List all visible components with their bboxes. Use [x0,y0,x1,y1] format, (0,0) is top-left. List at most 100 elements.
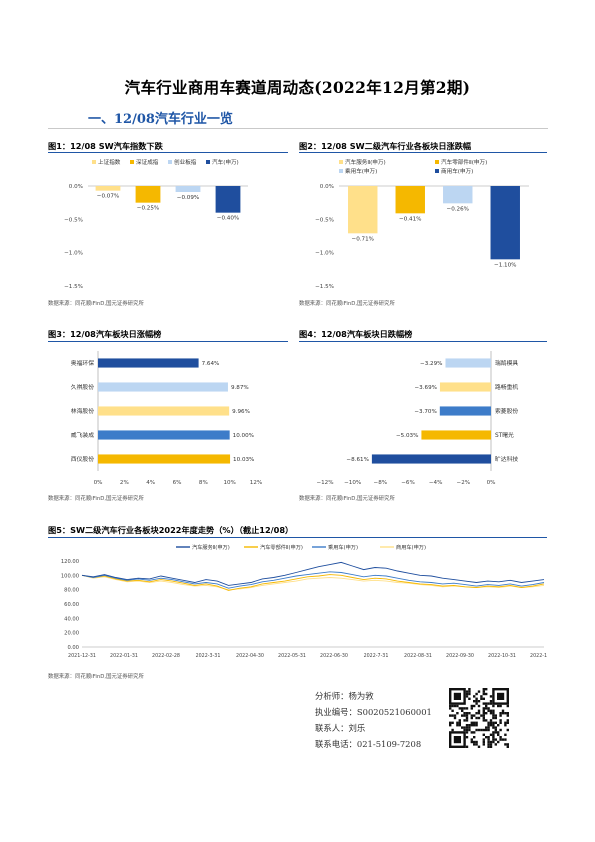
figure-1-title: 图1：12/08 SW汽车指数下跌 [48,141,163,151]
qr-module [487,724,490,727]
qr-module [485,688,488,691]
qr-module [494,716,497,720]
qr-module [456,704,459,708]
qr-module [468,690,471,693]
qr-module [487,745,490,748]
analyst-name: 分析师：杨为敩 [315,691,374,701]
qr-module [492,716,495,720]
y-tick-label: 40.00 [64,616,79,622]
qr-code-image[interactable] [449,688,509,748]
section-heading: 一、12/08汽车行业一览 [88,112,233,127]
x-tick-label: −6% [401,480,415,486]
qr-module [465,731,469,734]
qr-module [487,721,490,724]
qr-module [482,707,485,710]
qr-module [485,707,488,710]
qr-module [506,745,509,748]
qr-module [497,731,500,734]
figure-5-source: 数据来源：同花顺iFinD,国元证券研究所 [48,674,144,680]
bar-2 [98,406,230,416]
qr-module [480,714,483,717]
qr-module [482,728,485,732]
qr-module [494,743,497,746]
x-tick-label: −4% [429,480,443,486]
qr-module [463,712,466,715]
figure-2-source: 数据来源：同花顺iFinD,国元证券研究所 [299,301,395,307]
qr-module [468,724,471,727]
qr-module [473,695,476,698]
x-tick-label: 10% [223,480,235,486]
y-tick-label: −1.0% [64,251,83,257]
qr-module [477,690,481,693]
qr-module [482,719,485,722]
qr-module [468,726,471,729]
legend-label-0: 上证指数 [98,158,121,166]
bar-3 [98,430,230,440]
qr-module [482,690,485,693]
qr-module [461,714,464,717]
category-label-0: 奥福环保 [71,359,94,367]
qr-module [465,728,469,732]
qr-module [465,716,469,720]
x-tick-label: 2022-01-31 [110,653,138,659]
legend-swatch [206,160,210,164]
qr-module [499,728,502,732]
qr-module [477,728,481,732]
x-tick-label: 0% [487,480,496,486]
figure-4-source: 数据来源：同花顺iFinD,国元证券研究所 [299,496,395,502]
qr-module [492,736,495,739]
qr-module [456,712,459,715]
qr-module [475,692,478,696]
qr-module [494,738,497,741]
qr-module [475,728,478,732]
qr-module [499,712,502,715]
qr-module [492,724,495,727]
legend-label-0: 汽车服务Ⅱ(申万) [345,158,386,166]
legend-swatch [435,169,439,173]
qr-module [506,728,509,732]
qr-module [453,716,457,720]
category-label-3: ST曙光 [495,431,514,439]
x-tick-label: −2% [457,480,471,486]
bar-value-label-0: −0.71% [352,236,374,242]
figure-3-title: 图3：12/08汽车板块日涨幅榜 [48,329,162,339]
figure-5-title: 图5：SW二级汽车行业各板块2022年度走势（%）（截止12/08） [48,525,294,535]
y-tick-label: 120.00 [61,559,79,565]
qr-module [475,702,478,705]
x-tick-label: 6% [173,480,182,486]
bar-4 [98,454,231,464]
qr-module [492,712,495,715]
qr-module [497,733,500,736]
qr-module [449,721,452,724]
bar-value-label-2: −3.70% [414,409,436,415]
qr-module [485,702,488,705]
qr-module [482,697,485,700]
qr-module [499,704,502,708]
qr-module [489,712,493,715]
bar-4 [371,454,491,464]
page-title: 汽车行业商用车赛道周动态(2022年12月第2期) [124,78,471,97]
bar-0 [98,358,199,368]
qr-module [492,738,495,741]
qr-module [487,740,490,744]
qr-module [465,695,469,698]
bar-0 [95,186,121,191]
x-tick-label: 0% [94,480,103,486]
qr-module [489,702,493,705]
bar-2 [175,186,201,192]
bar-value-label-2: −0.26% [447,206,469,212]
qr-module [473,704,476,708]
figure-1-rule [48,152,288,153]
bar-value-label-3: −5.03% [396,433,418,439]
legend-label-2: 乘用车(申万) [328,543,358,551]
y-tick-label: 60.00 [64,602,79,608]
category-label-4: 旷达科技 [495,455,518,463]
qr-module [482,740,485,744]
qr-module [489,740,493,744]
qr-module [465,719,469,722]
qr-module [480,697,483,700]
qr-module [482,714,485,717]
x-tick-label: −12% [316,480,333,486]
bar-1 [98,382,228,392]
series-line-1 [81,574,545,591]
